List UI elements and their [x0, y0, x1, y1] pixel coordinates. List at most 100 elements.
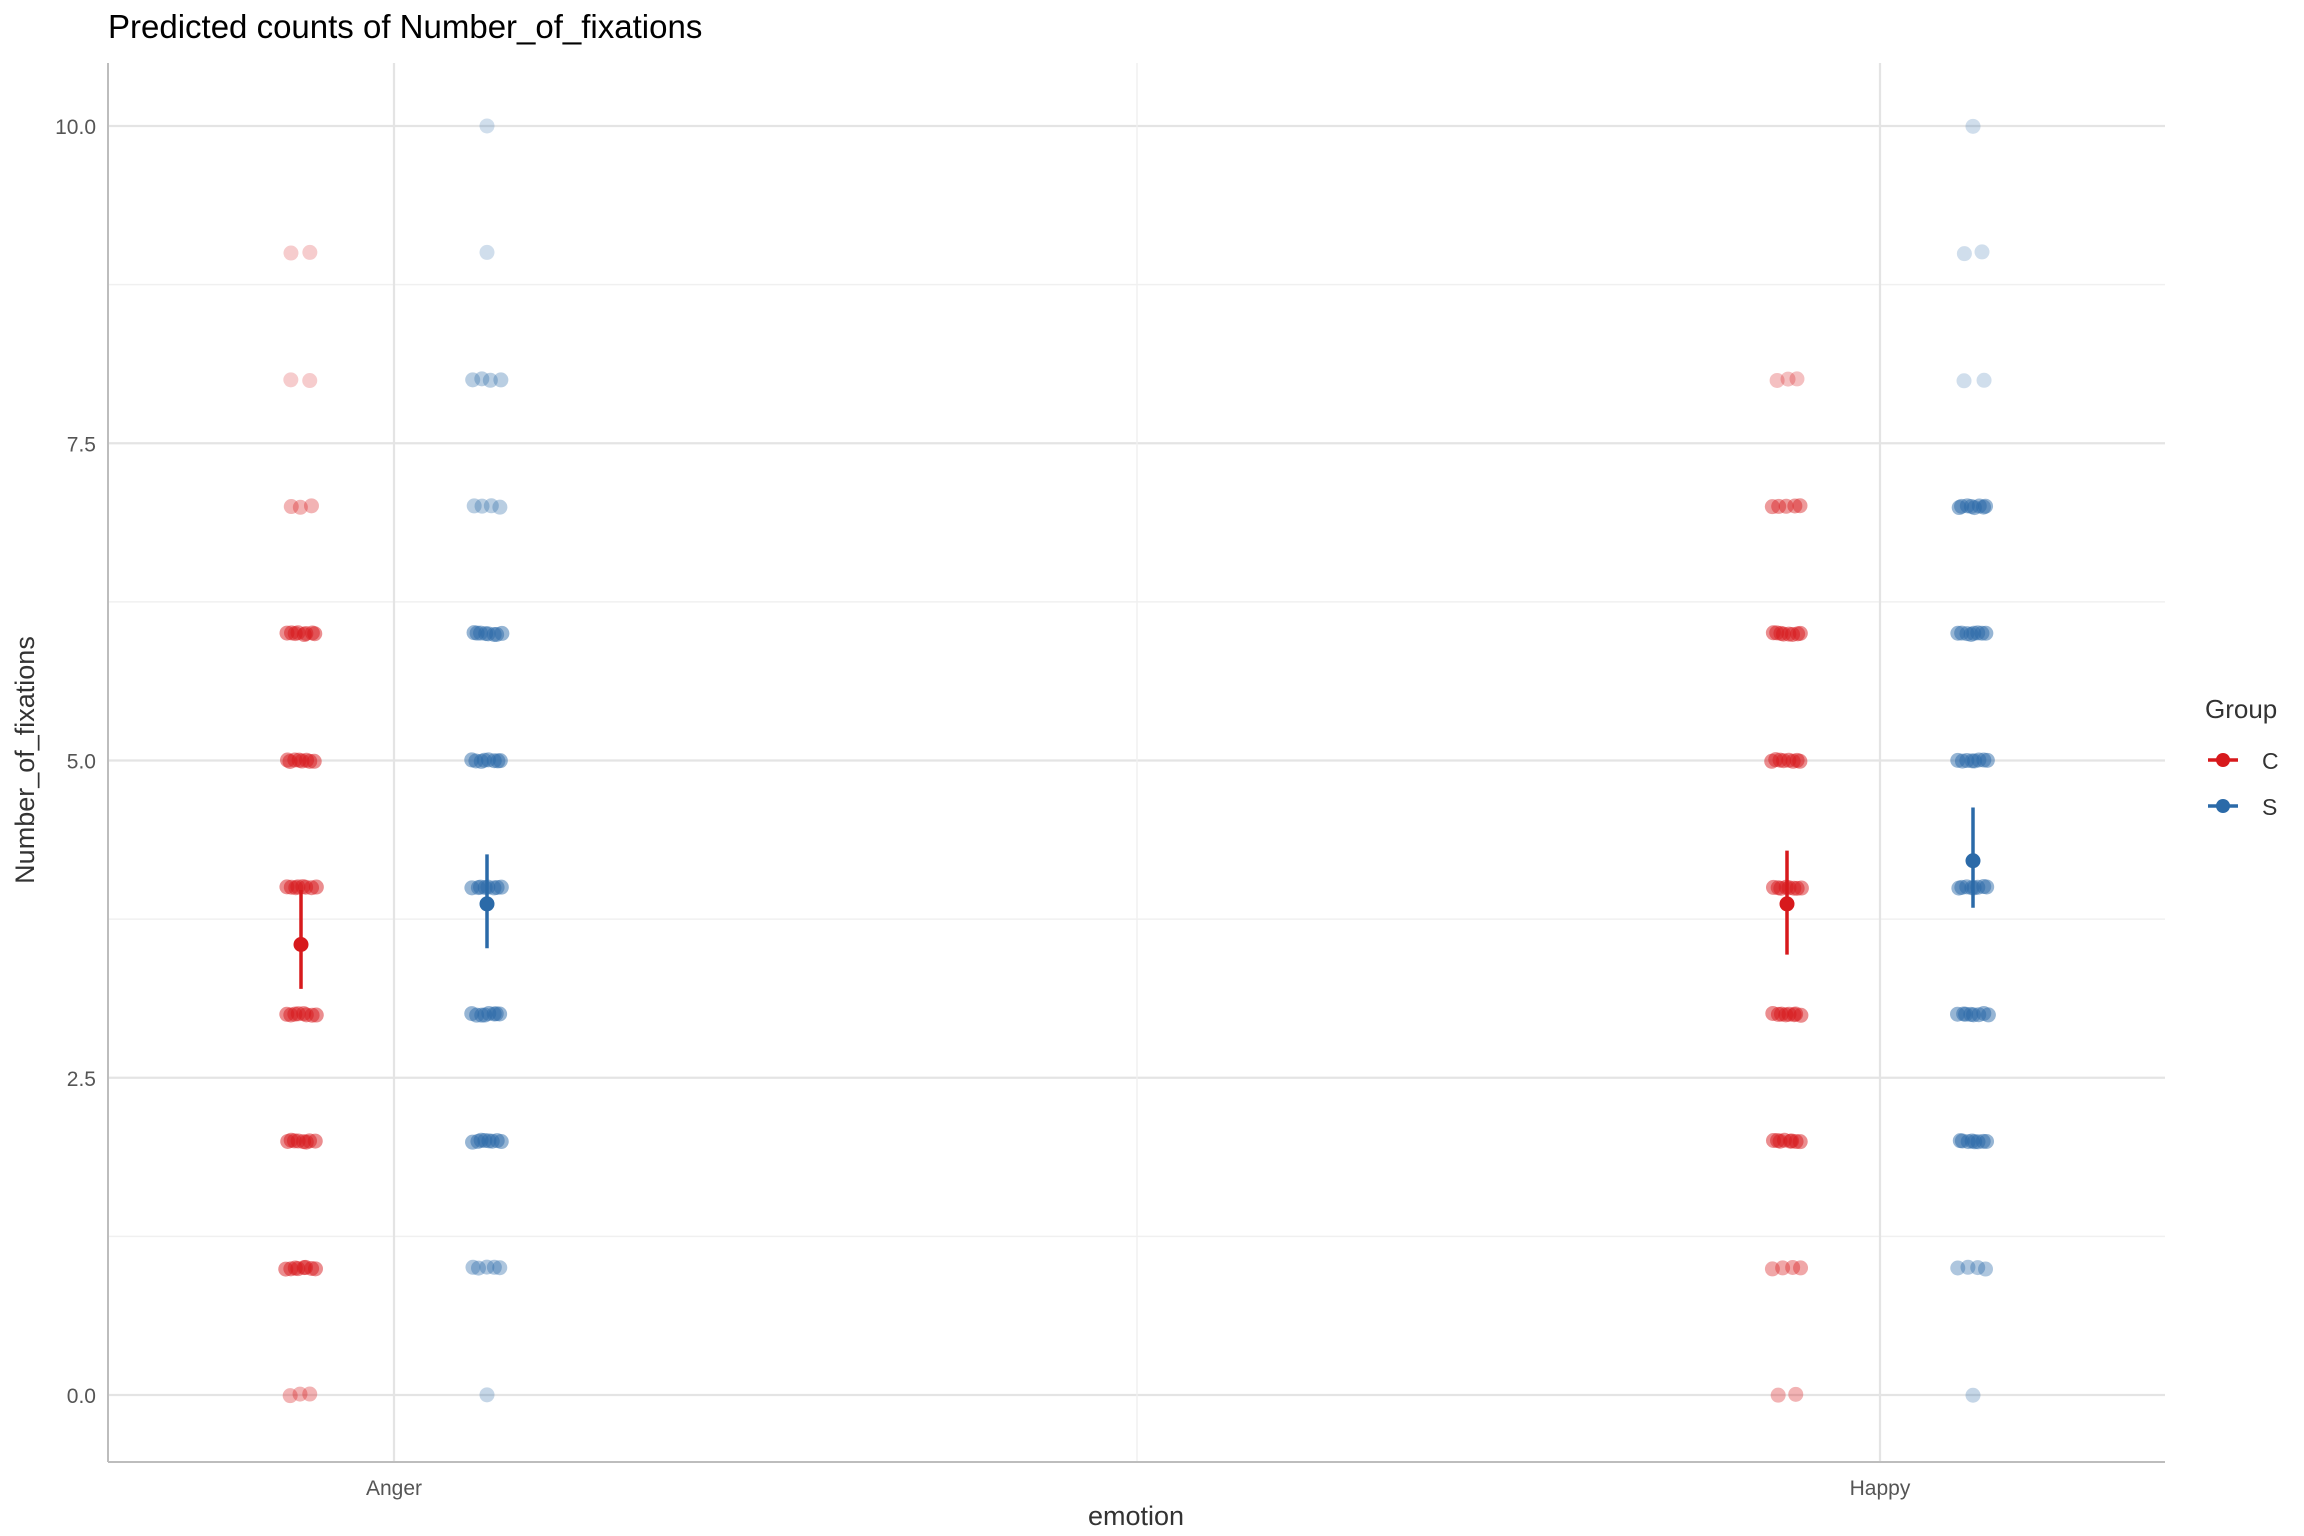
data-point	[296, 1260, 312, 1276]
y-tick-label: 10.0	[55, 116, 96, 139]
data-point	[470, 1133, 486, 1149]
data-point	[474, 498, 490, 514]
data-point	[481, 1133, 497, 1149]
data-point	[1790, 626, 1806, 642]
data-point	[478, 626, 494, 642]
data-point	[1954, 753, 1970, 769]
data-point	[476, 752, 492, 768]
data-point	[296, 627, 312, 643]
data-point	[481, 1005, 497, 1021]
data-point	[1765, 1005, 1781, 1021]
data-point	[477, 1007, 493, 1023]
data-point	[283, 1007, 299, 1023]
data-point	[302, 1386, 318, 1402]
data-point	[278, 1261, 294, 1277]
data-point	[1789, 880, 1805, 896]
y-tick-label: 5.0	[67, 751, 96, 774]
data-point	[489, 1133, 505, 1149]
data-point	[1975, 1133, 1991, 1149]
data-point	[1979, 752, 1995, 768]
data-point	[1978, 1261, 1994, 1277]
data-point	[296, 1134, 312, 1150]
legend: Group CS	[2205, 694, 2279, 820]
data-point	[1974, 244, 1990, 260]
data-point	[479, 1259, 495, 1275]
data-point	[469, 625, 485, 641]
data-point	[298, 1007, 314, 1023]
data-point	[284, 625, 300, 641]
data-point	[1782, 1133, 1798, 1149]
predicted-point	[479, 896, 495, 912]
data-point	[1785, 1259, 1801, 1275]
data-point	[286, 1133, 302, 1149]
data-point	[1793, 1007, 1809, 1023]
data-point	[1778, 1007, 1794, 1023]
data-point	[1780, 371, 1796, 387]
data-point	[283, 372, 299, 388]
data-point	[1966, 1007, 1982, 1023]
data-point	[1776, 753, 1792, 769]
data-point	[1773, 880, 1789, 896]
y-axis-title: Number_of_fixations	[10, 636, 40, 884]
data-point	[1769, 625, 1785, 641]
data-point	[290, 1006, 306, 1022]
x-tick-label: Happy	[1850, 1477, 1911, 1500]
data-point	[486, 1259, 502, 1275]
data-point	[279, 879, 295, 895]
data-point	[1970, 1134, 1986, 1150]
data-point	[290, 1133, 306, 1149]
data-point	[473, 753, 489, 769]
data-point	[1789, 752, 1805, 768]
data-point	[1965, 118, 1981, 134]
x-axis-title: emotion	[1088, 1501, 1184, 1531]
data-point	[464, 880, 480, 896]
data-point	[283, 245, 299, 261]
data-point	[287, 752, 303, 768]
data-point	[292, 499, 308, 515]
data-point	[1959, 498, 1975, 514]
data-point	[1951, 500, 1967, 516]
data-point	[492, 1006, 508, 1022]
data-point	[473, 1132, 489, 1148]
data-point	[470, 880, 486, 896]
data-point	[494, 625, 510, 641]
data-point	[306, 753, 322, 769]
data-point	[1960, 1134, 1976, 1150]
data-point	[1976, 752, 1992, 768]
legend-title: Group	[2205, 694, 2277, 724]
legend-label: C	[2262, 748, 2279, 774]
data-point	[1976, 879, 1992, 895]
data-point	[304, 1260, 320, 1276]
data-point	[1788, 1134, 1804, 1150]
data-point	[1954, 1133, 1970, 1149]
data-point	[1959, 753, 1975, 769]
data-point	[1980, 1007, 1996, 1023]
gridlines	[108, 63, 2165, 1462]
data-point	[479, 244, 495, 260]
data-point	[1786, 880, 1802, 896]
data-point	[1954, 498, 1970, 514]
data-point	[307, 626, 323, 642]
data-point	[1971, 752, 1987, 768]
data-point	[302, 244, 318, 260]
data-point	[1959, 879, 1975, 895]
data-point	[1772, 1133, 1788, 1149]
data-point	[298, 1259, 314, 1275]
data-point	[307, 1133, 323, 1149]
data-point	[1956, 246, 1972, 262]
data-point	[283, 1261, 299, 1277]
data-point	[473, 879, 489, 895]
data-point	[1789, 371, 1805, 387]
data-point	[488, 1006, 504, 1022]
data-point	[291, 752, 307, 768]
data-point	[1971, 1007, 1987, 1023]
data-point	[1785, 626, 1801, 642]
data-point	[493, 879, 509, 895]
data-point	[1787, 498, 1803, 514]
data-point	[298, 625, 314, 641]
data-point	[1970, 1260, 1986, 1276]
data-point	[486, 1006, 502, 1022]
data-point	[486, 753, 502, 769]
data-point	[1792, 753, 1808, 769]
